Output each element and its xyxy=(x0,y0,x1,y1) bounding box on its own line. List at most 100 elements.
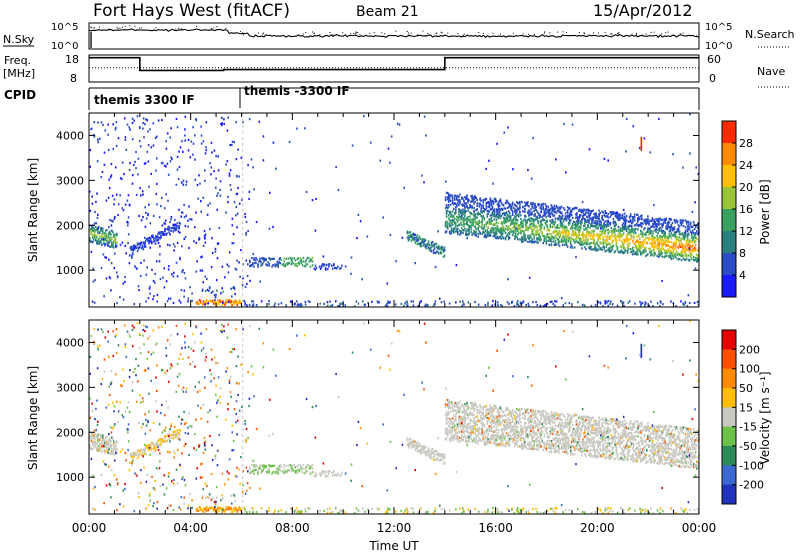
power-cell xyxy=(476,216,478,219)
power-cell xyxy=(454,194,456,197)
power-cell xyxy=(159,232,161,235)
power-cell xyxy=(610,245,613,249)
power-cell xyxy=(518,304,520,308)
power-cell xyxy=(542,234,544,238)
power-cell xyxy=(412,300,415,303)
power-cell xyxy=(616,235,619,238)
power-cell xyxy=(175,226,177,229)
power-cell xyxy=(172,224,175,227)
power-cell xyxy=(523,236,525,239)
velocity-cell xyxy=(265,470,267,473)
power-cell xyxy=(674,247,677,250)
power-cell xyxy=(495,221,498,224)
power-cell xyxy=(363,303,366,306)
power-cell xyxy=(661,226,663,229)
power-cell xyxy=(445,220,448,223)
power-cell xyxy=(531,212,533,216)
power-cell xyxy=(357,213,360,216)
power-cell xyxy=(661,243,663,246)
power-cell xyxy=(665,225,667,228)
velocity-cell xyxy=(204,496,207,500)
power-cell xyxy=(567,223,570,226)
power-cell xyxy=(544,203,547,206)
power-cell xyxy=(605,239,608,242)
power-cell xyxy=(323,263,326,266)
power-cell xyxy=(490,217,493,220)
power-cell xyxy=(632,215,635,219)
power-cell xyxy=(504,211,507,215)
power-cell xyxy=(595,214,597,217)
power-cell xyxy=(484,230,487,233)
power-cell xyxy=(164,207,166,210)
power-cell xyxy=(518,201,520,204)
power-cell xyxy=(628,237,631,241)
power-cell xyxy=(587,224,589,227)
power-cell xyxy=(594,245,596,248)
power-cell xyxy=(511,222,514,225)
power-cell xyxy=(176,222,178,225)
power-cell xyxy=(494,236,497,239)
power-cell xyxy=(507,225,510,228)
power-cell xyxy=(231,143,233,147)
noise-search-dot xyxy=(108,28,110,30)
power-cell xyxy=(285,257,287,260)
power-cell xyxy=(137,242,140,245)
noise-search-dot xyxy=(427,32,429,34)
power-cell xyxy=(555,233,558,236)
power-cell xyxy=(554,207,557,210)
power-cell xyxy=(163,233,165,236)
noise-search-dot xyxy=(138,27,140,29)
power-cell xyxy=(444,207,447,210)
power-cell xyxy=(272,257,274,260)
power-cell xyxy=(651,239,653,242)
power-cell xyxy=(538,203,540,206)
power-cell xyxy=(629,214,632,217)
power-cell xyxy=(600,242,602,245)
noise-search-dot xyxy=(93,27,95,29)
power-cell xyxy=(530,208,532,211)
power-cell xyxy=(672,257,675,260)
power-cell xyxy=(502,204,505,207)
power-cell xyxy=(499,216,502,219)
power-cell xyxy=(129,128,131,131)
velocity-cell xyxy=(152,441,154,444)
power-cell xyxy=(636,235,638,238)
power-cell xyxy=(567,232,570,235)
power-cell xyxy=(633,229,636,232)
power-cell xyxy=(108,276,111,279)
power-cell xyxy=(573,220,576,224)
power-cell xyxy=(486,235,489,238)
power-cell xyxy=(684,226,687,229)
power-cell xyxy=(106,234,108,237)
power-cell xyxy=(566,234,569,237)
velocity-cell xyxy=(239,508,242,512)
power-cell xyxy=(124,136,127,139)
power-cell xyxy=(174,229,176,232)
power-cell xyxy=(240,156,243,159)
power-cell xyxy=(223,122,225,126)
power-cell xyxy=(517,202,519,205)
power-cell xyxy=(553,209,556,212)
power-cell xyxy=(474,233,476,236)
power-cell xyxy=(156,203,158,206)
velocity-cell xyxy=(233,508,235,511)
power-cell xyxy=(434,251,437,254)
power-cell xyxy=(514,235,516,238)
power-cell xyxy=(93,238,95,241)
power-cell xyxy=(262,135,265,138)
power-cell xyxy=(107,133,109,136)
power-cell xyxy=(581,221,583,224)
power-cell xyxy=(561,223,564,226)
power-cell xyxy=(693,228,696,231)
power-cell xyxy=(610,235,613,238)
power-cell xyxy=(649,230,651,233)
power-cell xyxy=(96,236,98,239)
power-cell xyxy=(499,228,502,231)
power-cell xyxy=(91,195,93,198)
power-cell xyxy=(671,229,674,232)
velocity-cell xyxy=(106,441,108,444)
power-cell xyxy=(628,224,631,227)
power-cell xyxy=(470,230,472,234)
velocity-cell xyxy=(239,507,242,510)
power-cell xyxy=(682,225,685,228)
